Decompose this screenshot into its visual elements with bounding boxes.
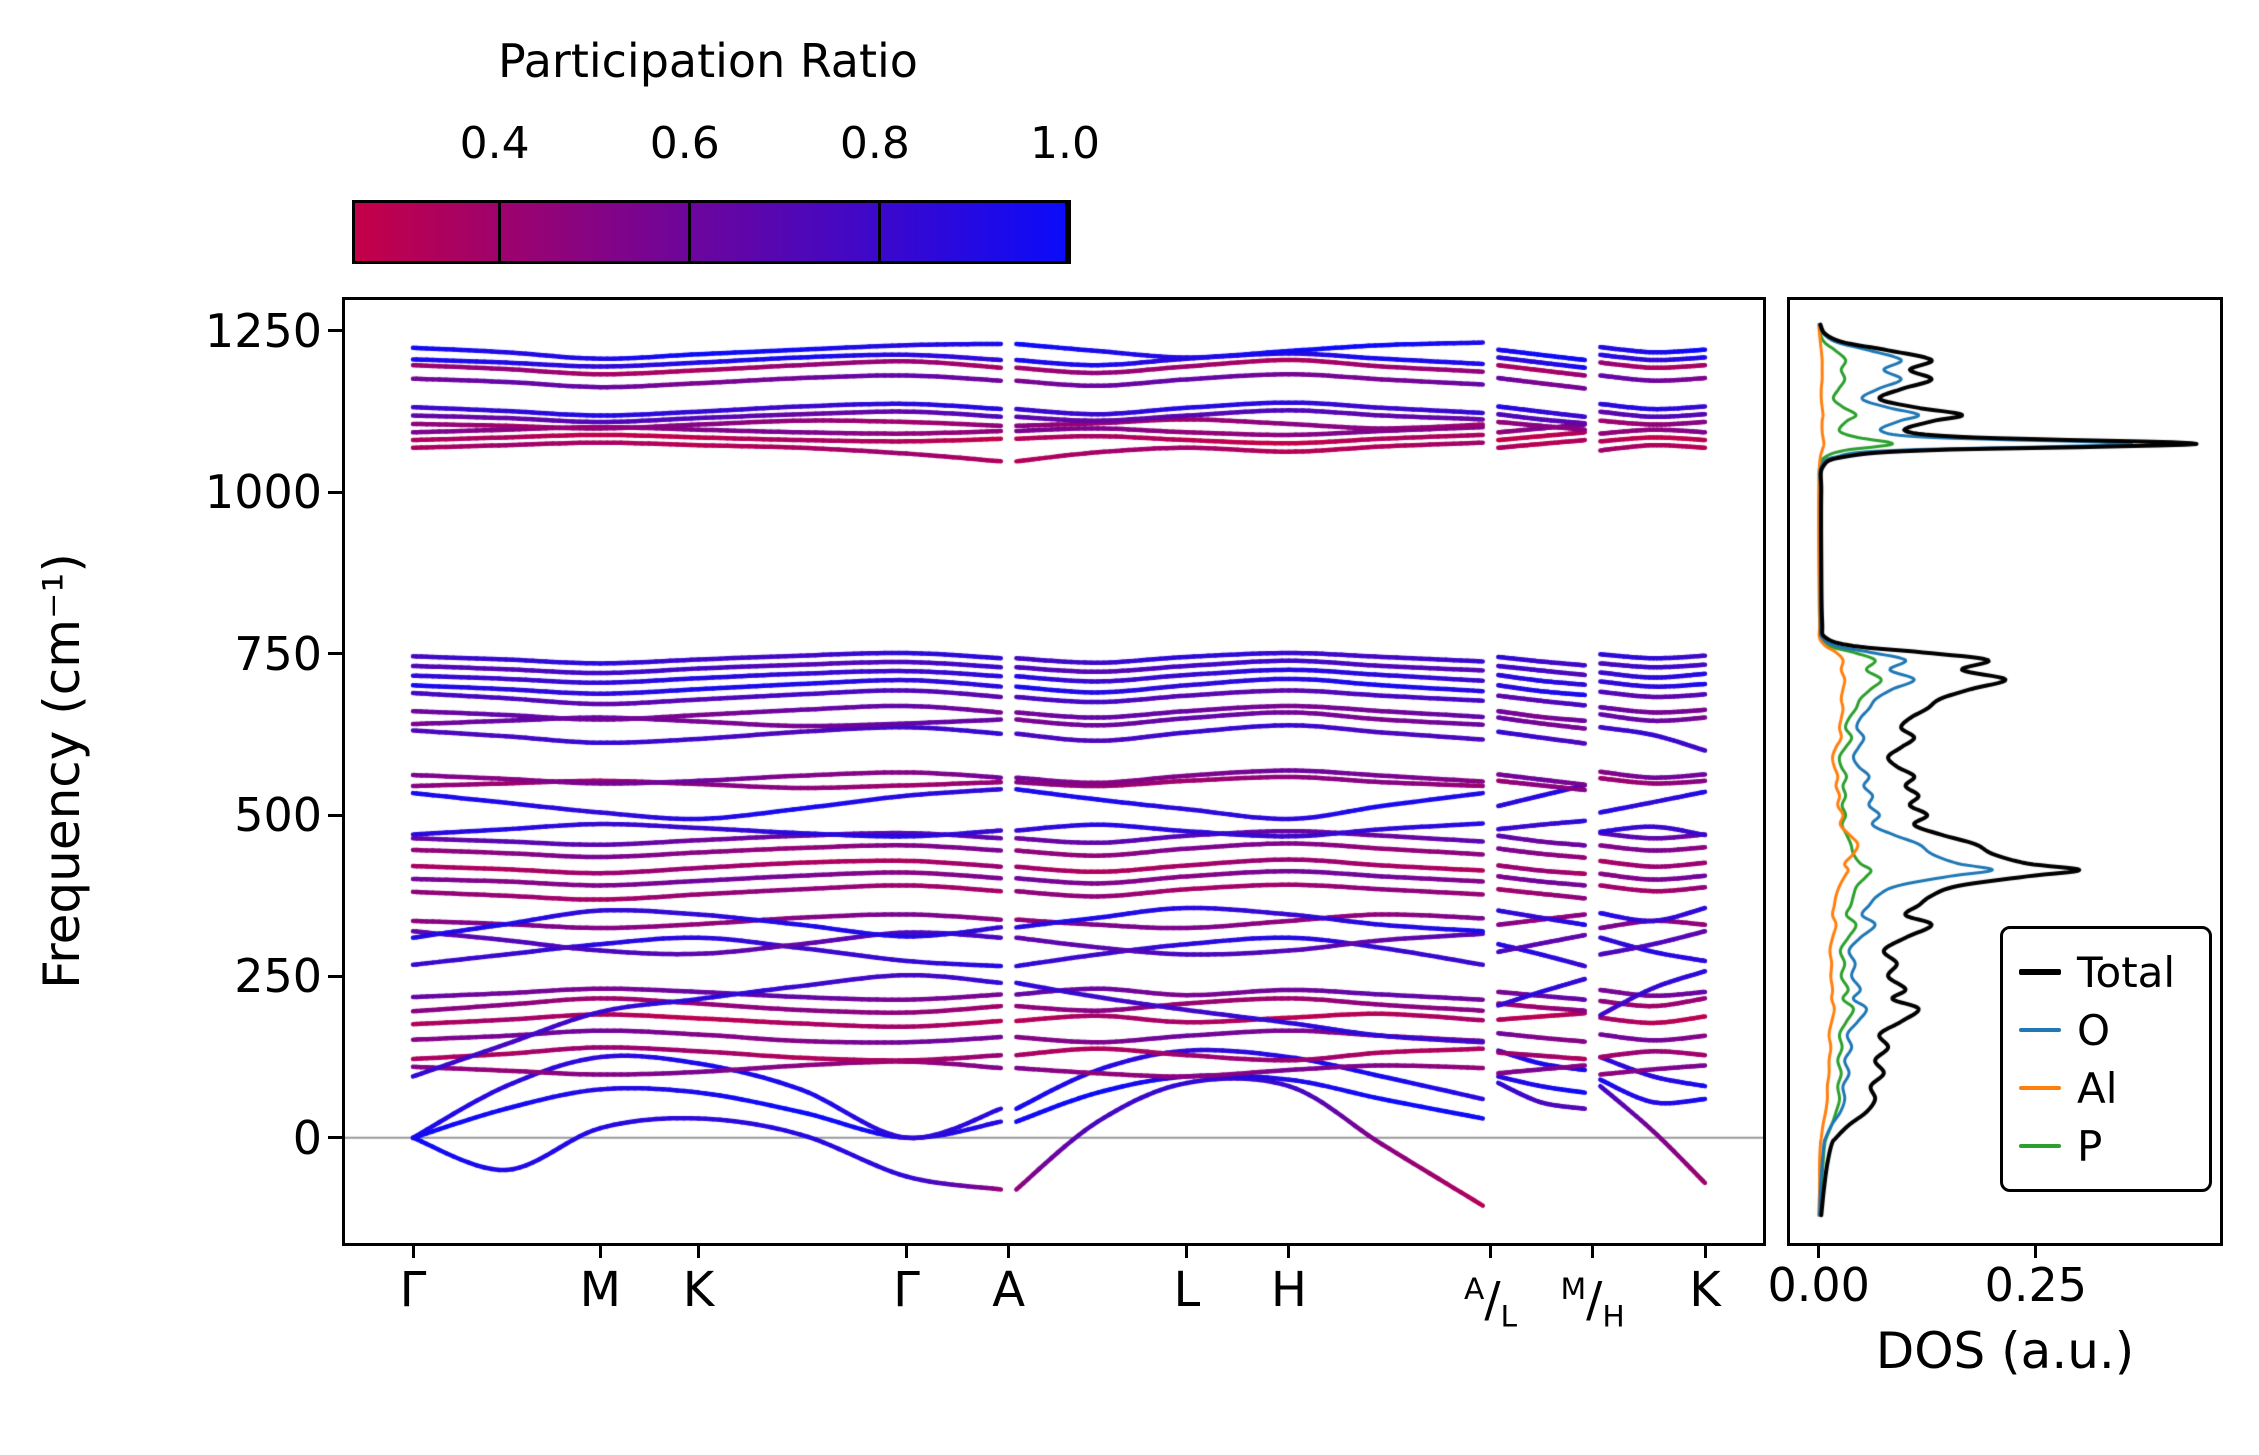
colorbar-tick-mark: [687, 203, 691, 261]
y-tick-label: 250: [234, 949, 322, 1004]
x-axis-tick: [697, 1246, 701, 1258]
k-point-label: M/H: [1560, 1272, 1625, 1335]
k-point-label: A: [992, 1262, 1026, 1318]
x-axis-tick: [1007, 1246, 1011, 1258]
colorbar: [352, 200, 1071, 264]
dos-x-axis-tick: [1817, 1246, 1821, 1258]
colorbar-tick-mark: [497, 203, 501, 261]
colorbar-tick-label: 0.4: [459, 118, 530, 169]
y-tick-label: 1250: [204, 303, 322, 358]
x-axis-tick: [1703, 1246, 1707, 1258]
k-point-label: M: [579, 1262, 622, 1318]
x-axis-tick: [1489, 1246, 1493, 1258]
y-axis-tick: [328, 1136, 342, 1140]
k-point-label: Γ: [893, 1262, 920, 1318]
legend-swatch: [2019, 1028, 2061, 1032]
y-tick-label: 1000: [204, 465, 322, 520]
x-axis-tick: [598, 1246, 602, 1258]
y-axis-tick: [328, 813, 342, 817]
k-point-label: K: [682, 1262, 715, 1318]
legend-label: Al: [2077, 1063, 2118, 1113]
legend-entry: Al: [2019, 1059, 2193, 1117]
x-axis-tick: [1287, 1246, 1291, 1258]
colorbar-title: Participation Ratio: [498, 34, 918, 88]
x-axis-tick: [905, 1246, 909, 1258]
colorbar-tick-mark: [877, 203, 881, 261]
k-point-label: Γ: [399, 1262, 427, 1318]
band-structure-canvas: [345, 300, 1763, 1243]
colorbar-tick-label: 0.8: [839, 118, 910, 169]
colorbar-tick-label: 1.0: [1030, 118, 1100, 169]
legend-swatch: [2019, 969, 2061, 975]
legend-label: Total: [2077, 947, 2176, 997]
x-axis-tick: [411, 1246, 415, 1258]
y-tick-label: 750: [234, 626, 322, 681]
dos-x-axis-tick: [2034, 1246, 2038, 1258]
y-axis-tick: [328, 329, 342, 333]
dos-x-axis-label: DOS (a.u.): [1875, 1322, 2135, 1380]
colorbar-tick-mark: [1065, 203, 1068, 261]
y-axis-tick: [328, 974, 342, 978]
legend-swatch: [2019, 1086, 2061, 1090]
x-axis-tick: [1591, 1246, 1595, 1258]
legend-label: P: [2077, 1121, 2103, 1171]
k-point-label: H: [1270, 1262, 1308, 1318]
k-point-label: L: [1173, 1262, 1201, 1318]
legend-entry: P: [2019, 1117, 2193, 1175]
legend-swatch: [2019, 1144, 2061, 1148]
dos-legend: Total O Al P: [2000, 926, 2212, 1192]
y-tick-label: 500: [234, 788, 322, 843]
y-axis-tick: [328, 490, 342, 494]
dos-tick-label: 0.00: [1767, 1258, 1870, 1312]
dos-tick-label: 0.25: [1984, 1258, 2088, 1312]
legend-entry: O: [2019, 1001, 2193, 1059]
y-axis-tick: [328, 652, 342, 656]
k-point-label: K: [1689, 1262, 1721, 1318]
y-axis-label: Frequency (cm⁻¹): [33, 553, 91, 989]
x-axis-tick: [1185, 1246, 1189, 1258]
y-tick-label: 0: [292, 1110, 322, 1165]
band-plot-frame: [342, 297, 1766, 1246]
legend-label: O: [2077, 1005, 2111, 1055]
k-point-label: A/L: [1463, 1272, 1518, 1335]
colorbar-tick-label: 0.6: [649, 118, 720, 169]
legend-entry: Total: [2019, 943, 2193, 1001]
